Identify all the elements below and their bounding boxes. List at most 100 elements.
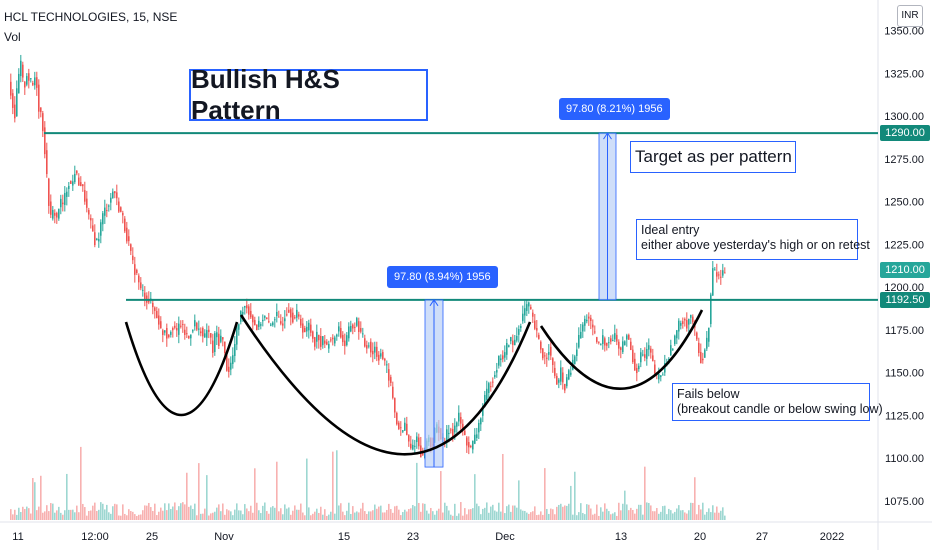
- candle-body: [692, 316, 694, 323]
- volume-bar: [200, 513, 202, 520]
- candle-body: [158, 315, 160, 325]
- volume-bar: [300, 503, 302, 520]
- volume-bar: [140, 514, 142, 520]
- volume-bar: [198, 463, 200, 520]
- candle-body: [644, 354, 646, 358]
- candle-body: [654, 364, 656, 374]
- volume-bar: [316, 508, 318, 520]
- candle-body: [328, 343, 330, 349]
- candle-body: [388, 369, 390, 381]
- volume-bar: [150, 507, 152, 520]
- volume-bar: [220, 511, 222, 520]
- volume-bar: [394, 506, 396, 520]
- volume-bar: [196, 515, 198, 520]
- candle-body: [624, 341, 626, 346]
- candle-body: [330, 339, 332, 341]
- x-tick-label: 27: [756, 531, 768, 543]
- volume-bar: [272, 506, 274, 520]
- candle-body: [386, 364, 388, 366]
- volume-bar: [274, 507, 276, 520]
- candle-body: [236, 324, 238, 345]
- volume-bar: [496, 511, 498, 520]
- volume-bar: [696, 514, 698, 520]
- volume-bar: [484, 507, 486, 520]
- candle-body: [652, 355, 654, 362]
- volume-bar: [104, 509, 106, 520]
- volume-bar: [234, 509, 236, 520]
- candle-body: [480, 418, 482, 425]
- volume-indicator-label[interactable]: Vol: [4, 30, 21, 44]
- volume-bar: [494, 510, 496, 520]
- candle-body: [340, 328, 342, 338]
- volume-bar: [184, 504, 186, 520]
- candle-body: [224, 341, 226, 353]
- candle-body: [542, 348, 544, 359]
- candle-body: [532, 312, 534, 317]
- volume-bar: [26, 506, 28, 520]
- volume-bar: [304, 515, 306, 520]
- candle-body: [186, 333, 188, 335]
- volume-bar: [154, 503, 156, 520]
- candle-body: [456, 422, 458, 427]
- candle-body: [626, 335, 628, 340]
- volume-bar: [208, 515, 210, 520]
- candle-body: [680, 323, 682, 326]
- y-tick-label: 1125.00: [885, 410, 924, 422]
- candle-body: [188, 336, 190, 339]
- volume-bar: [344, 515, 346, 520]
- volume-bar: [442, 512, 444, 520]
- volume-bar: [718, 512, 720, 520]
- candle-body: [398, 422, 400, 429]
- candle-body: [138, 275, 140, 283]
- volume-bar: [54, 512, 56, 520]
- volume-bar: [40, 475, 42, 520]
- candle-body: [324, 340, 326, 344]
- volume-bar: [460, 502, 462, 520]
- candle-body: [648, 345, 650, 350]
- candle-body: [336, 334, 338, 337]
- volume-bar: [368, 511, 370, 520]
- volume-bar: [206, 475, 208, 520]
- volume-bar: [590, 508, 592, 520]
- y-tick-label: 1225.00: [884, 239, 924, 251]
- volume-bar: [228, 510, 230, 520]
- candle-body: [660, 375, 662, 378]
- candle-body: [288, 309, 290, 313]
- candle-body: [72, 181, 74, 186]
- volume-bar: [456, 515, 458, 520]
- volume-bar: [292, 510, 294, 520]
- y-tick-label: 1300.00: [884, 111, 924, 123]
- candle-body: [162, 330, 164, 335]
- candle-body: [142, 289, 144, 291]
- candle-body: [310, 324, 312, 333]
- candle-body: [132, 255, 134, 261]
- candle-body: [308, 322, 310, 331]
- candle-body: [724, 272, 726, 274]
- x-tick-label: 11: [12, 531, 23, 543]
- candle-body: [486, 388, 488, 400]
- candle-body: [530, 306, 532, 309]
- volume-bar: [20, 512, 22, 520]
- currency-badge[interactable]: INR: [897, 5, 923, 27]
- candle-body: [610, 338, 612, 342]
- candle-body: [580, 331, 582, 339]
- candle-body: [208, 329, 210, 332]
- measure-box-right-arrowhead: [603, 132, 612, 140]
- volume-bar: [618, 502, 620, 520]
- volume-bar: [350, 513, 352, 520]
- candle-body: [688, 319, 690, 325]
- volume-bar: [194, 503, 196, 520]
- volume-bar: [622, 503, 624, 520]
- y-tick-label: 1100.00: [885, 453, 924, 465]
- volume-bar: [608, 511, 610, 520]
- candle-body: [128, 236, 130, 242]
- candle-body: [516, 335, 518, 341]
- symbol-title: HCL TECHNOLOGIES, 15, NSE: [4, 10, 178, 24]
- target-annotation: Target as per pattern: [630, 141, 796, 173]
- candle-body: [570, 372, 572, 375]
- candle-body: [584, 318, 586, 326]
- candle-body: [190, 334, 192, 339]
- volume-bar: [250, 505, 252, 520]
- candle-body: [296, 309, 298, 318]
